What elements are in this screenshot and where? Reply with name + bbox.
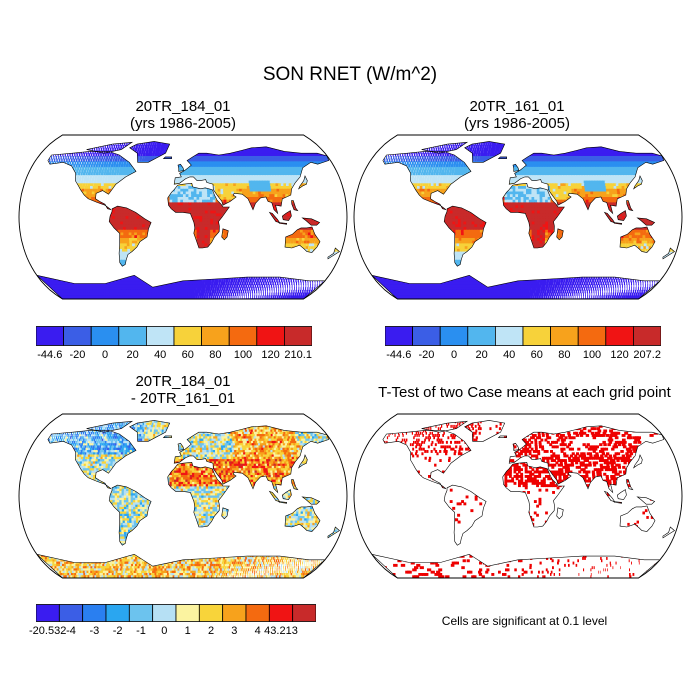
panel-3-title-line2: - 20TR_161_01: [18, 390, 348, 407]
colorbar-tick-label: 60: [182, 349, 194, 361]
colorbar-swatch: [198, 604, 224, 622]
colorbar-tick-label: -20: [69, 349, 85, 361]
colorbar-swatches: [385, 326, 661, 346]
globe-outline: [18, 134, 348, 300]
panel-1-title: 20TR_184_01 (yrs 1986-2005): [18, 98, 348, 132]
coastline: [370, 420, 676, 578]
colorbar-tick-label: -3: [89, 625, 99, 637]
colorbar-swatch: [36, 326, 65, 346]
colorbar-swatch: [522, 326, 552, 346]
main-title: SON RNET (W/m^2): [0, 64, 700, 86]
map-panel-3: [18, 413, 348, 579]
colorbar-tick-label: 4: [255, 625, 261, 637]
colorbar-swatch: [63, 326, 92, 346]
map-panel-2: [353, 134, 683, 300]
colorbar-tick-label: 0: [102, 349, 108, 361]
colorbar-swatch: [283, 326, 312, 346]
colorbar-tick-label: 207.2: [633, 349, 661, 361]
colorbar-swatch: [228, 326, 258, 346]
colorbar-tick-label: -20.532: [29, 625, 66, 637]
colorbar-swatch: [292, 604, 316, 622]
colorbar-tick-label: 60: [531, 349, 543, 361]
colorbar-swatch: [495, 326, 524, 346]
panel-2-title-line2: (yrs 1986-2005): [352, 115, 682, 132]
colorbar-swatch: [268, 604, 294, 622]
panel-2-title-line1: 20TR_161_01: [352, 98, 682, 115]
colorbar-swatches: [36, 604, 316, 622]
colorbar-swatch: [577, 326, 607, 346]
colorbar-panel-2: -44.6 -20 0 20 40 60 80 100 120 207.2: [385, 326, 661, 366]
colorbar-swatch: [128, 604, 154, 622]
colorbar-tick-label: 100: [583, 349, 601, 361]
colorbar-swatch: [550, 326, 579, 346]
panel-4-title: T-Test of two Case means at each grid po…: [352, 384, 697, 401]
colorbar-tick-label: -44.6: [37, 349, 62, 361]
globe-outline: [353, 134, 683, 300]
colorbar-tick-label: 2: [208, 625, 214, 637]
colorbar-swatch: [222, 604, 247, 622]
colorbar-tick-label: 40: [503, 349, 515, 361]
colorbar-swatch: [412, 326, 441, 346]
colorbar-swatch: [201, 326, 230, 346]
panel-3-title-line1: 20TR_184_01: [18, 373, 348, 390]
colorbar-swatch: [385, 326, 414, 346]
colorbar-swatch: [632, 326, 661, 346]
colorbar-tick-label: 100: [234, 349, 252, 361]
colorbar-tick-label: 20: [475, 349, 487, 361]
colorbar-tick-label: -20: [418, 349, 434, 361]
colorbar-swatch: [605, 326, 634, 346]
colorbar-swatch: [175, 604, 200, 622]
colorbar-tick-label: 0: [161, 625, 167, 637]
colorbar-swatch: [256, 326, 285, 346]
panel-1-title-line2: (yrs 1986-2005): [18, 115, 348, 132]
colorbar-tick-label: -4: [66, 625, 76, 637]
colorbar-panel-3: -20.532 -4 -3 -2 -1 0 1 2 3 4 43.213: [29, 604, 316, 644]
colorbar-tick-label: 3: [231, 625, 237, 637]
colorbar-tick-label: -1: [136, 625, 146, 637]
colorbar-tick-label: 120: [610, 349, 628, 361]
coastline: [35, 141, 341, 299]
globe-outline: [18, 413, 348, 579]
colorbar-swatch: [439, 326, 469, 346]
colorbar-tick-label: 120: [261, 349, 279, 361]
colorbar-tick-label: 80: [209, 349, 221, 361]
colorbar-panel-1: -44.6 -20 0 20 40 60 80 100 120 210.1: [36, 326, 312, 366]
globe-outline: [353, 413, 683, 579]
colorbar-tick-label: 40: [154, 349, 166, 361]
colorbar-swatch: [105, 604, 130, 622]
map-panel-4: [353, 413, 683, 579]
panel-4-title-line1: T-Test of two Case means at each grid po…: [352, 384, 697, 401]
colorbar-swatches: [36, 326, 312, 346]
panel-2-title: 20TR_161_01 (yrs 1986-2005): [352, 98, 682, 132]
panel-3-title: 20TR_184_01 - 20TR_161_01: [18, 373, 348, 407]
colorbar-tick-label: 0: [451, 349, 457, 361]
colorbar-tick-label: -2: [113, 625, 123, 637]
colorbar-swatch: [82, 604, 107, 622]
coastline: [370, 141, 676, 299]
colorbar-swatch: [245, 604, 270, 622]
colorbar-swatch: [90, 326, 120, 346]
coastline: [35, 420, 341, 578]
colorbar-tick-label: 43.213: [264, 625, 298, 637]
colorbar-swatch: [118, 326, 147, 346]
colorbar-tick-label: -44.6: [386, 349, 411, 361]
colorbar-swatch: [146, 326, 175, 346]
colorbar-swatch: [152, 604, 177, 622]
colorbar-tick-label: 210.1: [284, 349, 312, 361]
colorbar-tick-label: 1: [185, 625, 191, 637]
significance-note: Cells are significant at 0.1 level: [352, 614, 697, 628]
colorbar-tick-label: 20: [126, 349, 138, 361]
map-panel-1: [18, 134, 348, 300]
colorbar-swatch: [467, 326, 496, 346]
panel-1-title-line1: 20TR_184_01: [18, 98, 348, 115]
colorbar-tick-label: 80: [558, 349, 570, 361]
colorbar-swatch: [58, 604, 84, 622]
colorbar-swatch: [173, 326, 203, 346]
colorbar-swatch: [36, 604, 60, 622]
